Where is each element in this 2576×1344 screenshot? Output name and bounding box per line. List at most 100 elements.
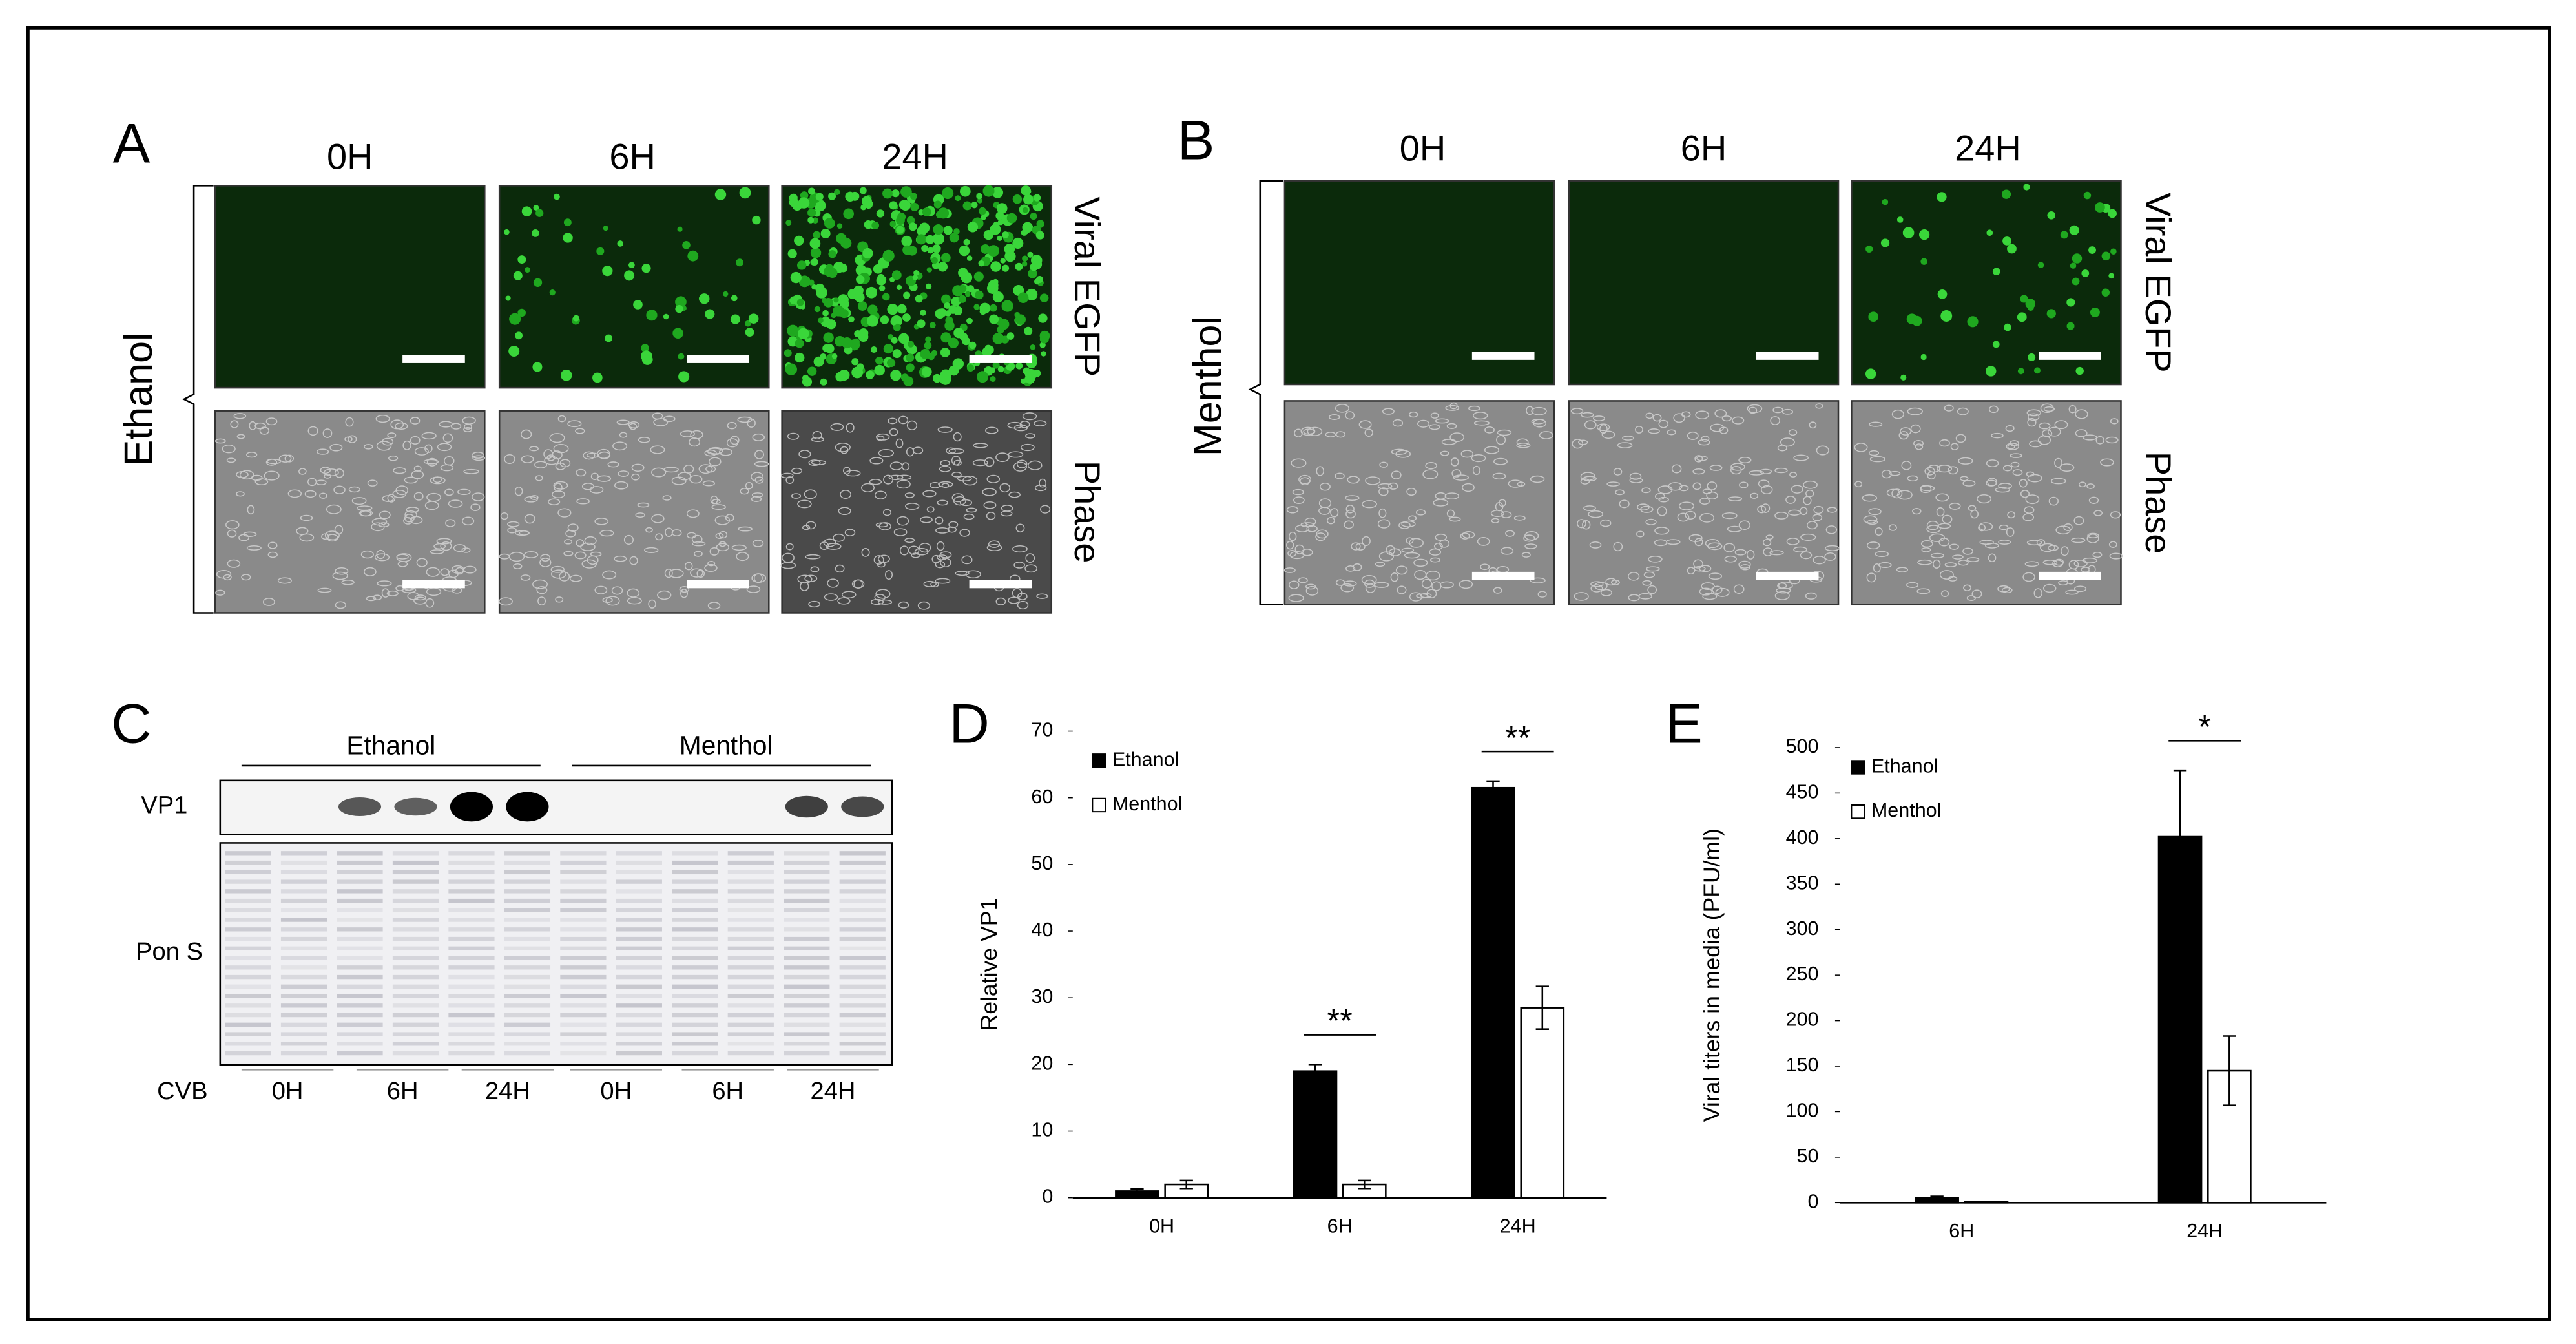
phase-cell [627,588,640,598]
egfp-cell [931,257,938,264]
phase-cell [410,417,421,425]
egfp-cell [882,293,890,301]
ponceau-band [672,984,718,989]
phase-cell [2024,561,2039,567]
phase-cell [1388,482,1398,490]
egfp-cell [723,291,729,297]
scale-bar [1756,352,1819,360]
phase-cell [1788,429,1798,436]
phase-cell [410,436,421,445]
ponceau-band [280,927,327,932]
ponceau-band [448,956,495,960]
egfp-cell [1013,287,1021,295]
ponceau-band [392,898,439,903]
phase-cell [1361,574,1377,585]
phase-cell [690,568,703,578]
egfp-cell [554,193,560,200]
x-tick-label: 24H [1500,1215,1536,1237]
phase-cell [1733,584,1745,594]
ponceau-band [392,974,439,980]
ponceau-band [784,1051,830,1056]
egfp-cell [505,295,511,301]
egfp-cell [525,267,530,273]
phase-cell [983,501,997,509]
phase-cell [1582,520,1591,530]
ponceau-band [727,936,774,941]
egfp-cell [1900,374,1907,381]
phase-cell [548,498,561,506]
phase-cell [1898,431,1909,440]
egfp-cell [964,291,971,297]
egfp-cell [820,228,831,238]
ponceau-band [504,908,551,913]
phase-cell [727,421,737,430]
phase-cell [812,430,822,439]
phase-cell [1012,588,1023,598]
phase-cell [529,446,539,452]
egfp-cell [893,323,901,331]
phase-cell [1750,492,1759,499]
phase-cell [1641,487,1651,494]
phase-cell [2007,511,2015,519]
ponceau-band [560,1003,607,1008]
phase-cell [1462,483,1475,492]
egfp-cell [617,240,624,247]
phase-cell [1351,542,1361,551]
phase-cell [861,483,875,492]
phase-cell [500,512,509,520]
egfp-cell [997,219,1004,226]
phase-cell [1468,405,1480,412]
egfp-cell [1041,351,1046,357]
ponceau-band [448,851,495,856]
egfp-cell [891,270,902,280]
phase-cell [265,417,278,426]
ponceau-band [448,1042,495,1046]
egfp-cell [931,350,938,357]
phase-cell [1671,464,1682,474]
egfp-cell [978,260,984,267]
phase-cell [961,555,973,565]
phase-cell [2063,523,2073,531]
phase-cell [1537,591,1547,598]
egfp-cell [1012,194,1023,204]
egfp-cell [940,332,951,343]
phase-cell [1673,413,1685,423]
phase-cell [982,488,997,496]
phase-cell [1606,481,1620,487]
phase-cell [1524,543,1537,549]
phase-cell [1937,465,1953,473]
ponceau-band [280,946,327,951]
egfp-cell [866,286,878,299]
phase-cell [507,527,517,534]
phase-cell [2108,541,2117,548]
phase-cell [1581,412,1594,418]
phase-cell [1473,420,1490,426]
ponceau-band [616,1003,662,1008]
phase-cell [1927,471,1936,480]
phase-cell [645,527,653,533]
phase-cell [1780,437,1795,447]
phase-cell [1912,508,1922,515]
phase-cell [1501,511,1512,518]
phase-cell [1807,521,1818,530]
phase-cell [254,478,269,486]
phase-cell [1978,524,1986,532]
phase-cell [1702,593,1718,600]
egfp-cell [2034,367,2041,374]
phase-cell [995,452,1010,463]
phase-cell [1692,482,1701,490]
ponceau-band [784,851,830,856]
egfp-cell [826,319,836,330]
phase-cell [557,508,572,518]
phase-cell [650,445,665,454]
phase-cell [830,423,844,431]
egfp-cell [876,209,885,218]
phase-cell [1293,496,1305,505]
ponceau-band [337,860,383,865]
phase-cell [1460,532,1470,540]
panel-label: C [111,693,151,755]
phase-cell [984,457,995,467]
ponceau-band [225,898,271,903]
ponceau-band [616,908,662,913]
phase-cell [707,560,716,567]
